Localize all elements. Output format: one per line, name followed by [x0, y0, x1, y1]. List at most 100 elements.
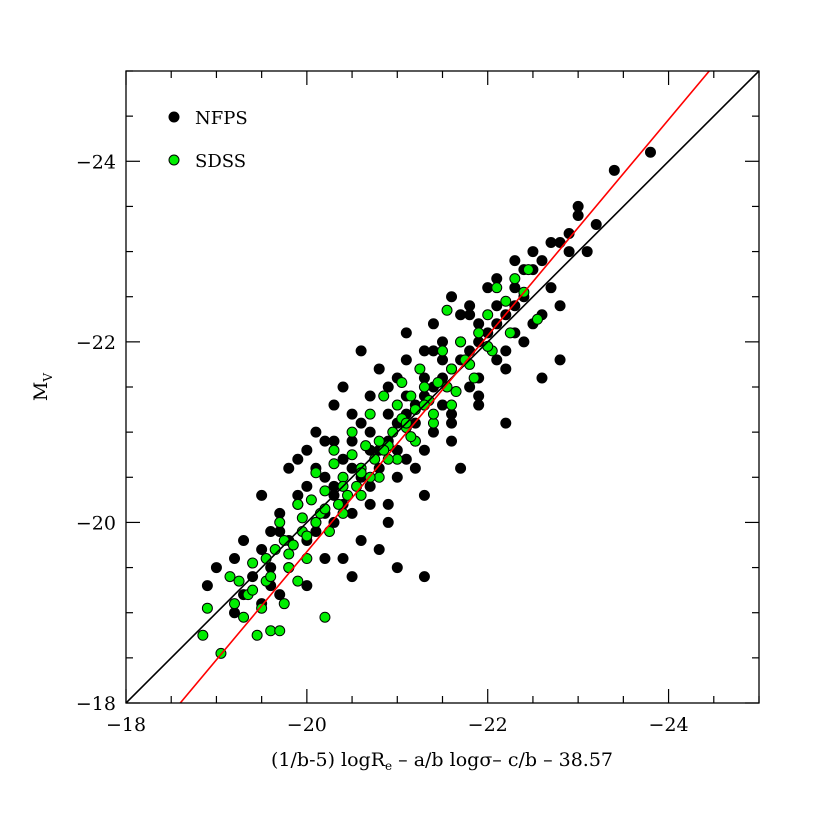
nfps-point — [301, 444, 313, 456]
nfps-point — [418, 489, 430, 501]
legend-label-nfps: NFPS — [195, 108, 248, 129]
sdss-point — [247, 584, 259, 596]
sdss-point — [233, 575, 245, 587]
nfps-point — [382, 381, 394, 393]
x-tick-label: −22 — [468, 714, 508, 736]
nfps-point — [500, 417, 512, 429]
sdss-point — [346, 426, 358, 438]
axis-tick-labels: −18 −20 −22 −24 −18 −20 −22 −24 — [76, 151, 689, 736]
sdss-point — [310, 467, 322, 479]
nfps-point — [346, 408, 358, 420]
nfps-point — [464, 381, 476, 393]
nfps-point — [455, 462, 467, 474]
nfps-point — [437, 336, 448, 348]
nfps-point — [464, 300, 476, 312]
nfps-point — [536, 372, 548, 384]
nfps-point — [364, 426, 376, 438]
nfps-point — [319, 553, 331, 565]
sdss-point — [468, 372, 480, 384]
sdss-point — [491, 282, 503, 294]
nfps-point — [418, 372, 430, 384]
sdss-point — [391, 453, 403, 465]
fit-lines-layer — [126, 71, 759, 703]
sdss-point — [224, 571, 236, 583]
nfps-point — [500, 345, 512, 357]
nfps-point — [491, 300, 503, 312]
nfps-point — [464, 309, 476, 321]
sdss-point — [405, 390, 417, 402]
nfps-point — [446, 408, 458, 420]
sdss-point — [342, 489, 354, 501]
sdss-point — [522, 264, 534, 276]
sdss-point — [274, 516, 286, 528]
x-tick-label: −24 — [649, 714, 689, 736]
nfps-point — [274, 507, 286, 519]
legend-marker-sdss — [168, 154, 180, 166]
nfps-point — [427, 318, 439, 330]
x-tick-label: −18 — [106, 714, 146, 736]
sdss-point — [414, 363, 426, 375]
sdss-point — [427, 417, 439, 429]
sdss-point — [391, 399, 403, 411]
sdss-point — [504, 327, 516, 339]
sdss-point — [305, 494, 317, 506]
nfps-point — [545, 237, 557, 249]
nfps-point — [437, 354, 448, 366]
sdss-point — [197, 629, 209, 641]
nfps-point — [464, 345, 476, 357]
nfps-point — [409, 462, 421, 474]
fit-line-red — [179, 71, 710, 703]
nfps-point — [446, 417, 458, 429]
sdss-point — [287, 539, 299, 551]
nfps-point — [328, 435, 340, 447]
nfps-point — [427, 426, 439, 438]
nfps-point — [210, 562, 222, 574]
sdss-point — [441, 304, 453, 316]
y-axis-title: MV — [30, 373, 55, 401]
sdss-point — [247, 557, 259, 569]
sdss-point — [301, 530, 313, 542]
nfps-point — [554, 300, 566, 312]
nfps-point — [274, 525, 286, 537]
sdss-point — [446, 399, 458, 411]
nfps-point — [355, 534, 367, 546]
nfps-point — [310, 525, 322, 537]
nfps-point — [391, 562, 403, 574]
sdss-point — [360, 440, 372, 452]
sdss-point — [450, 386, 462, 398]
sdss-point — [283, 562, 295, 574]
nfps-point — [545, 282, 557, 294]
sdss-point — [337, 471, 349, 483]
sdss-point — [446, 363, 458, 375]
nfps-point — [563, 246, 575, 258]
nfps-point — [301, 580, 313, 592]
sdss-point — [265, 571, 277, 583]
nfps-point — [608, 164, 620, 176]
sdss-point — [256, 602, 268, 614]
nfps-point — [427, 345, 439, 357]
nfps-point — [337, 553, 349, 565]
sdss-point — [333, 498, 345, 510]
sdss-point — [251, 629, 263, 641]
nfps-point — [256, 489, 268, 501]
nfps-point — [509, 300, 521, 312]
sdss-point — [482, 309, 494, 321]
sdss-point — [405, 431, 417, 443]
nfps-point — [274, 589, 286, 601]
nfps-point — [527, 246, 539, 258]
sdss-point — [238, 611, 250, 623]
x-axis-title: (1/b-5) logRe – a/b logσ– c/b – 38.57 — [271, 749, 613, 773]
nfps-point — [355, 417, 367, 429]
nfps-point — [572, 209, 584, 221]
nfps-point — [328, 480, 340, 492]
sdss-point — [437, 345, 448, 357]
nfps-point — [491, 354, 503, 366]
nfps-point — [509, 282, 521, 294]
y-tick-label: −18 — [76, 693, 116, 715]
sdss-point — [328, 444, 340, 456]
legend-marker-nfps — [168, 111, 180, 123]
axis-ticks — [125, 70, 760, 704]
nfps-point — [437, 399, 448, 411]
sdss-point — [509, 273, 521, 285]
